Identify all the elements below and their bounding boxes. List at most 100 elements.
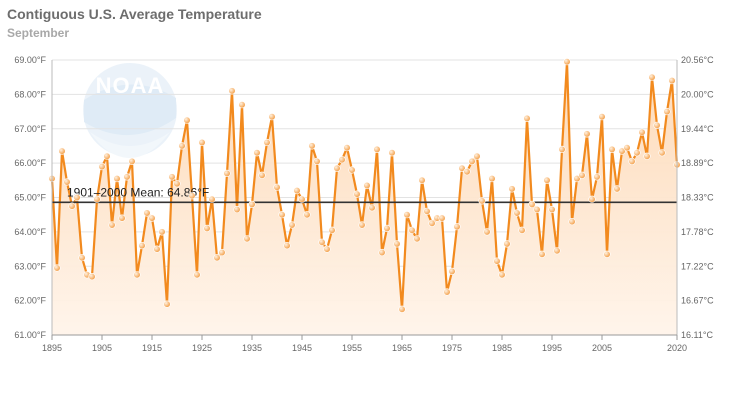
data-point[interactable] [238,101,246,109]
data-point[interactable] [648,73,656,81]
data-point[interactable] [303,211,311,219]
data-point[interactable] [508,185,516,193]
data-point[interactable] [173,180,181,188]
data-point[interactable] [333,164,341,172]
data-point[interactable] [128,157,136,165]
data-point[interactable] [283,242,291,250]
data-point[interactable] [643,152,651,160]
data-point[interactable] [358,221,366,229]
data-point[interactable] [538,250,546,258]
data-point[interactable] [133,271,141,279]
data-point[interactable] [588,195,596,203]
data-point[interactable] [193,271,201,279]
data-point[interactable] [53,264,61,272]
data-point[interactable] [523,114,531,122]
data-point[interactable] [68,202,76,210]
data-point[interactable] [168,173,176,181]
data-point[interactable] [178,142,186,150]
data-point[interactable] [593,173,601,181]
data-point[interactable] [98,163,106,171]
data-point[interactable] [293,187,301,195]
data-point[interactable] [533,205,541,214]
data-point[interactable] [463,168,471,176]
data-point[interactable] [423,207,431,215]
data-point[interactable] [558,145,566,153]
data-point[interactable] [403,211,411,219]
data-point[interactable] [383,224,391,232]
data-point[interactable] [143,209,151,217]
data-point[interactable] [228,87,236,95]
data-point[interactable] [208,195,216,203]
data-point[interactable] [488,175,496,183]
data-point[interactable] [373,145,381,153]
data-point[interactable] [598,113,606,121]
data-point[interactable] [398,305,406,313]
data-point[interactable] [583,130,591,138]
data-point[interactable] [63,178,71,186]
data-point[interactable] [233,205,241,214]
data-point[interactable] [268,113,276,121]
data-point[interactable] [553,247,561,255]
data-point[interactable] [563,58,571,66]
data-point[interactable] [458,164,466,172]
data-point[interactable] [493,257,501,265]
data-point[interactable] [248,200,256,208]
data-point[interactable] [243,235,251,243]
data-point[interactable] [663,107,671,116]
data-point[interactable] [418,176,426,184]
data-point[interactable] [348,166,356,174]
data-point[interactable] [483,228,491,236]
data-point[interactable] [323,245,331,253]
data-point[interactable] [368,204,376,212]
data-point[interactable] [608,145,616,153]
data-point[interactable] [378,248,386,257]
data-point[interactable] [328,226,336,234]
data-point[interactable] [148,214,156,222]
data-point[interactable] [273,183,281,191]
data-point[interactable] [668,76,676,85]
data-point[interactable] [118,214,126,222]
data-point[interactable] [658,149,666,157]
data-point[interactable] [183,116,191,124]
data-point[interactable] [278,211,286,219]
data-point[interactable] [623,144,631,152]
data-point[interactable] [638,128,646,136]
data-point[interactable] [528,200,536,208]
data-point[interactable] [518,226,526,234]
data-point[interactable] [428,219,436,227]
data-point[interactable] [653,121,661,129]
data-point[interactable] [113,175,121,183]
data-point[interactable] [308,142,316,150]
data-point[interactable] [413,235,421,243]
data-point[interactable] [628,157,636,165]
data-point[interactable] [213,254,221,262]
data-point[interactable] [258,171,266,179]
data-point[interactable] [313,157,321,165]
data-point[interactable] [468,157,476,165]
data-point[interactable] [448,267,456,276]
data-point[interactable] [153,245,161,253]
data-point[interactable] [498,271,506,279]
data-point[interactable] [543,176,551,184]
data-point[interactable] [548,205,556,214]
data-point[interactable] [363,181,371,190]
data-point[interactable] [108,221,116,229]
data-point[interactable] [353,190,361,198]
data-point[interactable] [288,221,296,229]
data-point[interactable] [318,238,326,246]
data-point[interactable] [453,223,461,231]
data-point[interactable] [138,242,146,250]
data-point[interactable] [78,254,86,262]
data-point[interactable] [618,147,626,155]
data-point[interactable] [408,226,416,234]
data-point[interactable] [88,273,96,281]
data-point[interactable] [123,173,131,181]
data-point[interactable] [93,195,101,203]
data-point[interactable] [73,193,81,202]
data-point[interactable] [223,169,231,177]
data-point[interactable] [478,197,486,205]
data-point[interactable] [633,149,641,157]
data-point[interactable] [503,240,511,248]
data-point[interactable] [443,288,451,296]
data-point[interactable] [388,149,396,157]
